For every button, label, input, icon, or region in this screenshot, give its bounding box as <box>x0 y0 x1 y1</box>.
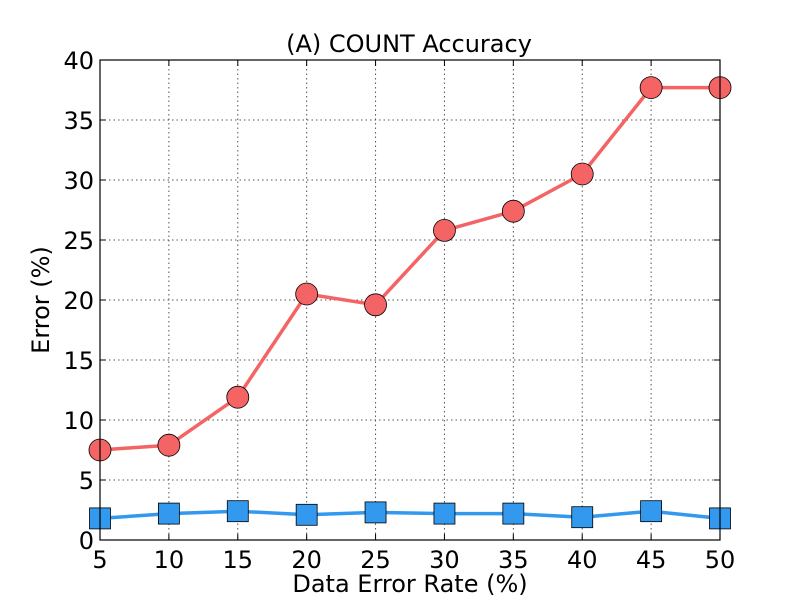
data-point <box>364 501 387 524</box>
data-point <box>639 76 663 99</box>
x-tick-label: 50 <box>705 546 736 574</box>
y-tick-label: 5 <box>79 467 94 495</box>
data-point <box>157 433 181 457</box>
series-line <box>99 85 720 452</box>
y-tick-label: 30 <box>63 167 94 195</box>
series-1 <box>88 76 732 462</box>
grid <box>100 60 720 540</box>
data-point <box>501 199 525 223</box>
y-tick-label: 35 <box>63 107 94 135</box>
data-point <box>364 293 387 317</box>
data-point <box>640 500 663 523</box>
chart-title: (A) COUNT Accuracy <box>286 30 532 58</box>
y-tick-label: 20 <box>63 287 94 315</box>
x-tick-label: 35 <box>498 546 529 574</box>
series-line <box>99 509 721 521</box>
data-point <box>295 282 319 306</box>
y-tick-label: 10 <box>63 407 94 435</box>
x-tick-label: 15 <box>223 546 254 574</box>
data-point <box>502 502 525 525</box>
data-point <box>157 502 180 525</box>
x-tick-label: 5 <box>92 546 107 574</box>
tick-marks <box>99 59 721 541</box>
x-tick-label: 10 <box>154 546 185 574</box>
data-point <box>571 506 594 529</box>
x-tick-label: 25 <box>360 546 391 574</box>
y-tick-labels: 0 5 10 15 20 25 30 35 40 <box>63 47 94 555</box>
series-2 <box>89 500 731 530</box>
data-point <box>433 218 456 242</box>
y-tick-label: 15 <box>63 347 94 375</box>
y-tick-label: 40 <box>63 47 94 75</box>
x-tick-labels: 5 10 15 20 25 30 35 40 45 50 <box>92 546 735 574</box>
data-point <box>570 162 594 186</box>
data-point <box>226 500 249 523</box>
data-point <box>295 503 318 526</box>
x-axis-label: Data Error Rate (%) <box>292 570 527 598</box>
x-tick-label: 20 <box>291 546 322 574</box>
y-axis-label: Error (%) <box>27 246 55 354</box>
x-tick-label: 45 <box>636 546 667 574</box>
x-tick-label: 40 <box>567 546 598 574</box>
data-point <box>433 502 456 525</box>
y-tick-label: 0 <box>79 527 94 555</box>
y-tick-label: 25 <box>63 227 94 255</box>
x-tick-label: 30 <box>429 546 460 574</box>
data-point <box>226 385 250 409</box>
series-layer <box>88 76 732 530</box>
